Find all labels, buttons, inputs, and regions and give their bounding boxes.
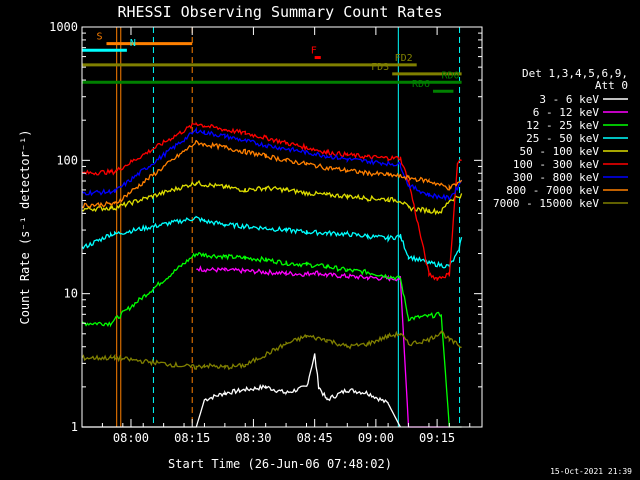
y-tick-label-4: 1000 <box>49 20 78 34</box>
x-tick-label-4: 08:45 <box>297 431 333 445</box>
flag-label-fd2: FD2 <box>395 53 413 64</box>
y-tick-label-3: 100 <box>56 153 78 167</box>
flag-bars: S N F FD2 FD3 RD0 RD6 <box>82 32 462 93</box>
flag-label-s: S <box>96 32 102 43</box>
legend-label-3: 12 - 25 keV <box>526 119 599 132</box>
legend-label-9: 7000 - 15000 keV <box>493 197 599 210</box>
x-tick-label-5: 09:00 <box>358 431 394 445</box>
legend-label-2: 6 - 12 keV <box>533 106 600 119</box>
x-tick-label-1: 08:00 <box>113 431 149 445</box>
series-line-4 <box>81 215 463 269</box>
y-tick-label-1: 1 <box>71 420 78 434</box>
y-tick-label-2: 10 <box>64 287 78 301</box>
series-line-6 <box>81 121 462 281</box>
legend-header-2: Att 0 <box>595 79 628 92</box>
flag-label-fd3: FD3 <box>371 62 389 73</box>
legend-label-1: 3 - 6 keV <box>539 93 599 106</box>
legend-label-5: 50 - 100 keV <box>520 145 600 158</box>
legend-label-7: 300 - 800 keV <box>513 171 599 184</box>
flag-label-n: N <box>130 38 136 49</box>
axes: 08:00 08:15 08:30 08:45 09:00 09:15 1 10 100 1000 <box>49 20 482 445</box>
chart-title: RHESSI Observing Summary Count Rates <box>117 3 442 21</box>
timestamp: 15-Oct-2021 21:39 <box>550 467 632 476</box>
legend-label-4: 25 - 50 keV <box>526 132 599 145</box>
legend-label-6: 100 - 300 keV <box>513 158 599 171</box>
plot-frame <box>81 26 483 428</box>
x-tick-label-2: 08:15 <box>174 431 210 445</box>
series-line-5 <box>81 179 463 216</box>
series-line-7 <box>81 126 463 202</box>
series-line-9 <box>81 329 462 371</box>
y-axis-label: Count Rate (s⁻¹ detector⁻¹) <box>18 129 32 324</box>
x-tick-label-3: 08:30 <box>235 431 271 445</box>
time-markers <box>116 27 461 427</box>
series-line-8 <box>81 139 463 209</box>
x-tick-label-6: 09:15 <box>419 431 455 445</box>
legend-label-8: 800 - 7000 keV <box>506 184 599 197</box>
legend-header-1: Det 1,3,4,5,6,9, <box>522 67 628 80</box>
flag-label-f: F <box>311 46 317 57</box>
series-line-3 <box>81 251 462 428</box>
x-axis-label: Start Time (26-Jun-06 07:48:02) <box>168 457 392 471</box>
flag-label-rd6: RD6 <box>412 79 430 90</box>
flag-label-rd0: RD0 <box>442 70 460 81</box>
